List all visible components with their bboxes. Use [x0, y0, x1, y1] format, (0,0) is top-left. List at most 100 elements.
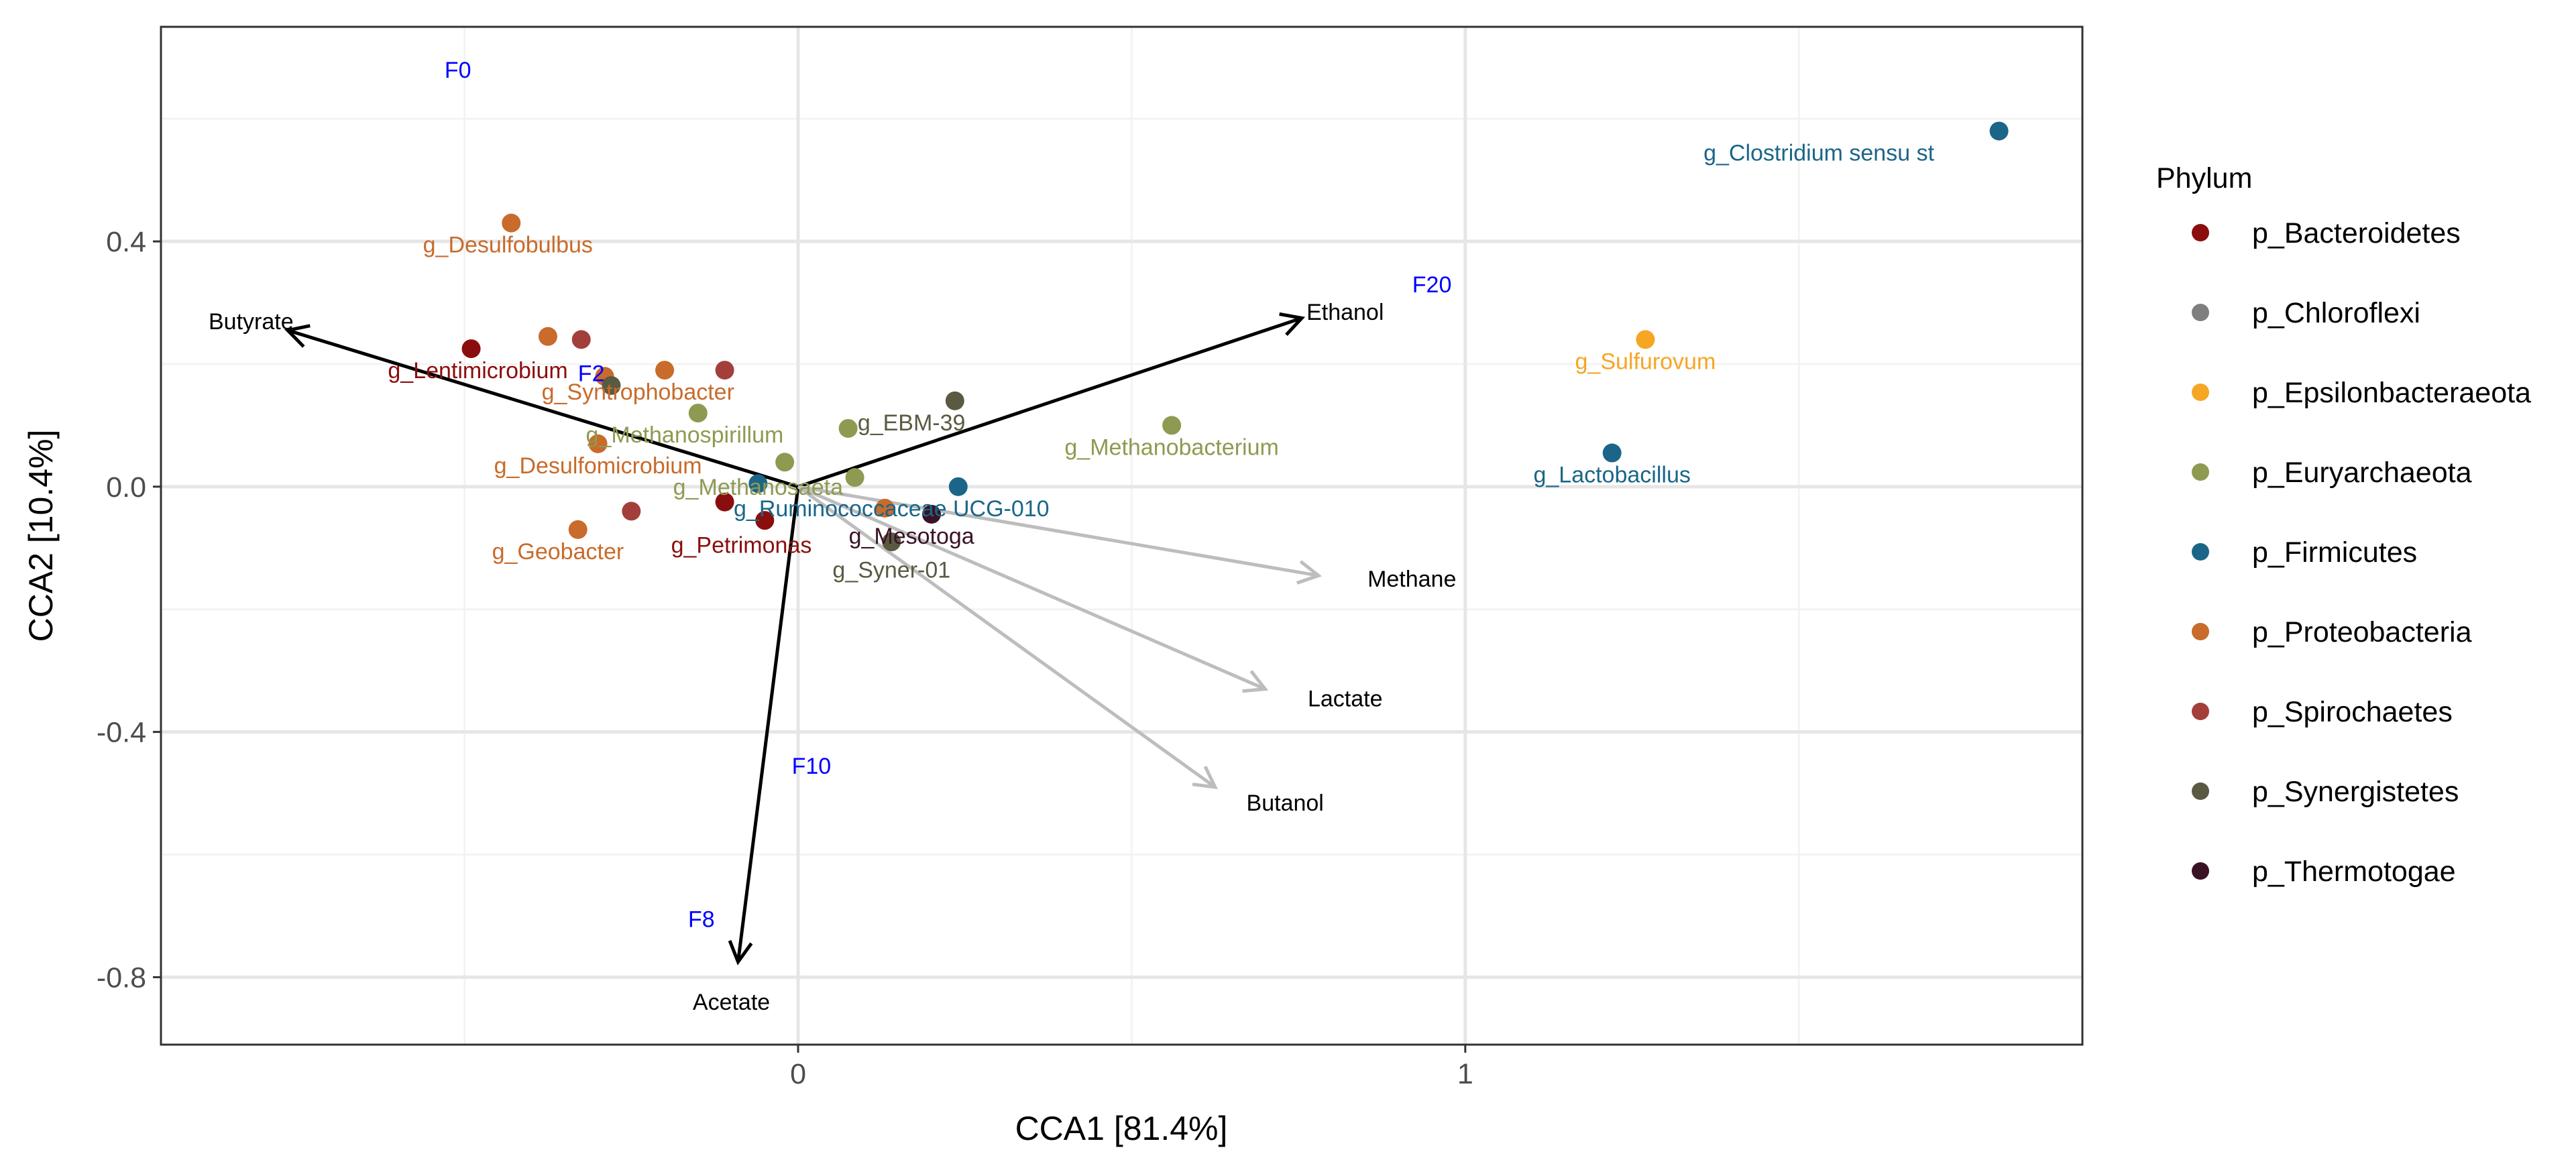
genus-point [945, 391, 964, 410]
genus-point [571, 330, 591, 349]
panel-background [161, 27, 2082, 1045]
sample-label-f10: F10 [792, 754, 832, 779]
legend-key-p-synergistetes [2192, 782, 2209, 800]
genus-label: g_Methanospirillum [586, 422, 784, 448]
legend-label-p-thermotogae: p_Thermotogae [2252, 856, 2456, 888]
genus-point [845, 468, 864, 487]
genus-point [875, 498, 895, 518]
legend-key-p-firmicutes [2192, 543, 2209, 561]
genus-label: g_Sulfurovum [1575, 349, 1716, 374]
y-tick-label: 0.4 [106, 226, 146, 258]
environmental-vectors: Butyrate Ethanol Acetate Methane Lactate Buta… [209, 300, 1456, 1015]
panel-border [160, 25, 2084, 1046]
legend: Phylum p_Bacteroidetes p_Chloroflexi p_Eps… [2156, 162, 2531, 888]
y-tick-label: 0.0 [106, 471, 146, 504]
vector-acetate-shaft [736, 486, 800, 962]
sample-label-f20: F20 [1412, 272, 1452, 298]
legend-title: Phylum [2156, 162, 2252, 194]
genus-label: g_Desulfomicrobium [494, 453, 702, 479]
genus-label: g_Methanosaeta [673, 475, 843, 500]
genus-point [838, 418, 858, 438]
x-tick-label: 1 [1457, 1058, 1473, 1090]
legend-label-p-proteobacteria: p_Proteobacteria [2252, 616, 2472, 648]
genus-point [715, 361, 734, 380]
vector-acetate-arrowhead [728, 939, 753, 966]
genus-point [755, 511, 775, 530]
genus-point [502, 213, 521, 233]
vector-ethanol-arrowhead [1279, 312, 1306, 336]
genus-label: g_Petrimonas [671, 533, 812, 559]
vector-methane-arrowhead [1296, 560, 1323, 585]
legend-key-p-epsilonbacteraeota [2192, 384, 2209, 401]
genus-label: g_Methanobacterium [1064, 434, 1278, 460]
genus-point [588, 434, 608, 453]
legend-key-p-chloroflexi [2192, 304, 2209, 321]
genus-point [1162, 416, 1182, 435]
vector-label-butyrate: Butyrate [209, 309, 294, 335]
genus-point [622, 502, 641, 521]
legend-key-p-bacteroidetes [2192, 224, 2209, 241]
genus-point [1636, 330, 1655, 349]
genus-point [1602, 443, 1622, 463]
genus-point [461, 339, 481, 359]
genus-points [461, 121, 2009, 552]
genus-label: g_Geobacter [492, 539, 624, 565]
genus-label: g_Lactobacillus [1533, 463, 1690, 488]
x-tick-label: 0 [790, 1058, 806, 1090]
genus-label: g_Mesotoga [849, 524, 974, 549]
legend-label-p-epsilonbacteraeota: p_Epsilonbacteraeota [2252, 377, 2531, 409]
grid-lines [161, 27, 2082, 1045]
legend-label-p-firmicutes: p_Firmicutes [2252, 536, 2417, 569]
genus-point [948, 477, 968, 496]
genus-point [921, 504, 941, 524]
genus-point [688, 404, 708, 423]
genus-point [882, 532, 901, 552]
vector-label-acetate: Acetate [693, 990, 770, 1015]
vector-label-methane: Methane [1367, 567, 1456, 592]
genus-point [775, 453, 795, 472]
genus-point [602, 375, 621, 395]
legend-key-p-euryarchaeota [2192, 463, 2209, 481]
vector-label-ethanol: Ethanol [1306, 300, 1384, 325]
genus-label: g_Lentimicrobium [388, 358, 567, 384]
vector-lactate-arrowhead [1242, 670, 1269, 693]
legend-key-p-spirochaetes [2192, 703, 2209, 720]
genus-point [1989, 121, 2009, 141]
sample-label-f2: F2 [578, 361, 605, 387]
vector-ethanol-shaft [797, 316, 1302, 489]
genus-label: g_Syner-01 [832, 557, 950, 583]
vector-label-lactate: Lactate [1308, 686, 1383, 711]
point-labels: g_Desulfobulbus g_Lentimicrobiumg_Syntrop… [388, 58, 1934, 933]
genus-label: g_Desulfobulbus [423, 233, 593, 258]
genus-point [748, 474, 768, 493]
vector-butyrate-shaft [287, 329, 799, 489]
legend-label-p-spirochaetes: p_Spirochaetes [2252, 696, 2453, 728]
genus-point [715, 492, 734, 512]
legend-label-p-bacteroidetes: p_Bacteroidetes [2252, 217, 2461, 249]
vector-butanol-shaft [797, 485, 1217, 789]
genus-point [655, 361, 675, 380]
vector-label-butanol: Butanol [1247, 791, 1324, 816]
genus-point [538, 327, 557, 346]
genus-label: g_Clostridium sensu st [1703, 140, 1934, 166]
legend-label-p-euryarchaeota: p_Euryarchaeota [2252, 457, 2472, 489]
genus-point [568, 520, 587, 539]
legend-label-p-chloroflexi: p_Chloroflexi [2252, 297, 2420, 329]
genus-label: g_Syntrophobacter [542, 379, 734, 405]
genus-label: g_EBM-39 [858, 410, 966, 436]
vector-lactate-shaft [797, 485, 1266, 691]
y-tick-label: -0.4 [97, 717, 146, 749]
vector-butyrate-arrowhead [284, 324, 311, 348]
sample-label-f0: F0 [445, 58, 471, 83]
legend-key-p-proteobacteria [2192, 623, 2209, 640]
genus-label: g_Ruminococcaceae UCG-010 [734, 496, 1050, 522]
legend-key-p-thermotogae [2192, 862, 2209, 880]
y-axis-title: CCA2 [10.4%] [22, 430, 60, 642]
sample-label-f8: F8 [688, 907, 715, 933]
y-tick-label: -0.8 [97, 961, 146, 994]
legend-label-p-synergistetes: p_Synergistetes [2252, 776, 2459, 808]
vector-butanol-arrowhead [1192, 766, 1219, 789]
axes: 0 1 0.4 0.0 -0.4 -0.8 [97, 226, 1473, 1090]
x-axis-title: CCA1 [81.4%] [1015, 1110, 1228, 1147]
